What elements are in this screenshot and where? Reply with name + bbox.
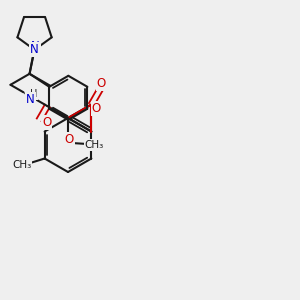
- Text: N: N: [26, 93, 35, 106]
- Text: N: N: [31, 40, 40, 53]
- Text: CH₃: CH₃: [85, 140, 104, 150]
- Text: H: H: [30, 89, 37, 99]
- Text: N: N: [30, 43, 39, 56]
- Text: O: O: [97, 77, 106, 90]
- Text: CH₃: CH₃: [12, 160, 31, 170]
- Text: O: O: [42, 116, 52, 129]
- Text: O: O: [65, 133, 74, 146]
- Text: O: O: [92, 102, 101, 115]
